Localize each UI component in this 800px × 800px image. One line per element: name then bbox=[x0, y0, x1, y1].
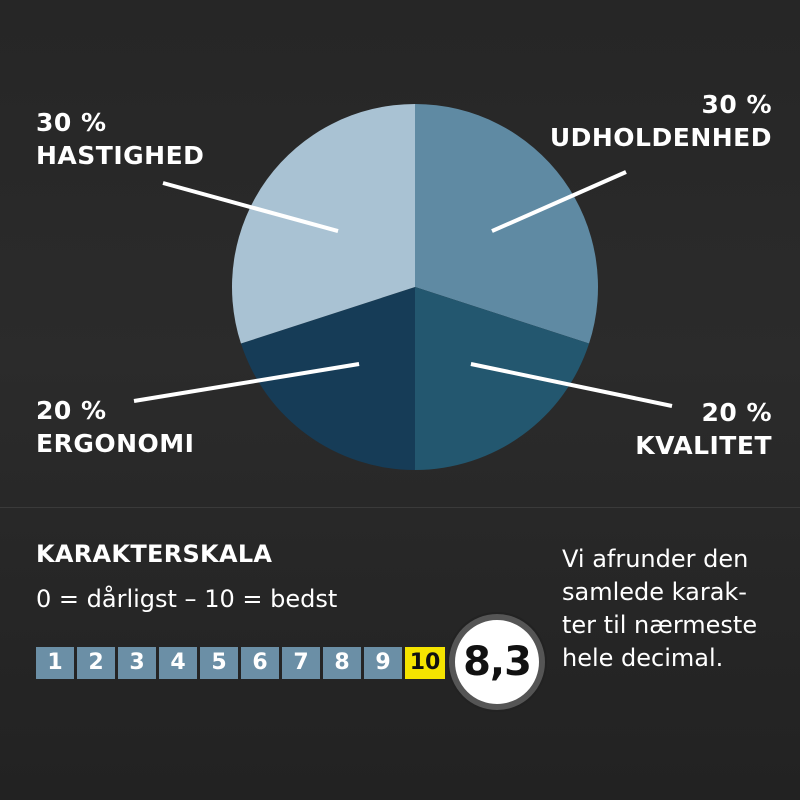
leader-line-udholdenhed bbox=[491, 170, 627, 233]
slice-percent-kvalitet: 20 % bbox=[701, 398, 772, 427]
score-badge: 8,3 bbox=[449, 614, 545, 710]
grade-scale: 1 2 3 4 5 6 7 8 9 10 bbox=[36, 647, 445, 679]
scale-cell-4: 4 bbox=[159, 647, 197, 679]
pie-chart bbox=[133, 104, 673, 470]
note-line: Vi afrunder den bbox=[562, 545, 749, 573]
scale-cell-7: 7 bbox=[282, 647, 320, 679]
note-line: samlede karak- bbox=[562, 578, 747, 606]
section-divider bbox=[0, 507, 800, 508]
slice-label-hastighed: 30 % HASTIGHED bbox=[36, 106, 204, 172]
slice-category-hastighed: HASTIGHED bbox=[36, 141, 205, 170]
slice-category-kvalitet: KVALITET bbox=[635, 431, 772, 460]
scale-cell-10: 10 bbox=[405, 647, 445, 679]
slice-category-ergonomi: ERGONOMI bbox=[36, 429, 195, 458]
slice-category-udholdenhed: UDHOLDENHED bbox=[549, 123, 772, 152]
scale-title: KARAKTERSKALA bbox=[36, 540, 273, 568]
slice-percent-udholdenhed: 30 % bbox=[701, 90, 772, 119]
slice-percent-hastighed: 30 % bbox=[36, 108, 107, 137]
leader-line-kvalitet bbox=[470, 362, 673, 408]
note-line: hele decimal. bbox=[562, 644, 724, 672]
scale-cell-8: 8 bbox=[323, 647, 361, 679]
scale-cell-2: 2 bbox=[77, 647, 115, 679]
scale-cell-5: 5 bbox=[200, 647, 238, 679]
slice-label-kvalitet: 20 % KVALITET bbox=[635, 396, 772, 462]
slice-label-udholdenhed: 30 % UDHOLDENHED bbox=[550, 88, 772, 154]
slice-percent-ergonomi: 20 % bbox=[36, 396, 107, 425]
scale-cell-3: 3 bbox=[118, 647, 156, 679]
scale-cell-1: 1 bbox=[36, 647, 74, 679]
note-line: ter til nærmeste bbox=[562, 611, 758, 639]
pie-slice-kvalitet bbox=[415, 287, 590, 470]
leader-line-ergonomi bbox=[133, 362, 360, 403]
pie-slice-ergonomi bbox=[240, 287, 415, 470]
scale-subtitle: 0 = dårligst – 10 = bedst bbox=[36, 585, 338, 613]
scale-cell-6: 6 bbox=[241, 647, 279, 679]
slice-label-ergonomi: 20 % ERGONOMI bbox=[36, 394, 194, 460]
leader-line-hastighed bbox=[162, 181, 339, 233]
scale-cell-9: 9 bbox=[364, 647, 402, 679]
rounding-note: Vi afrunder den samlede karak- ter til n… bbox=[562, 543, 792, 675]
pie-slice-hastighed bbox=[231, 104, 415, 344]
